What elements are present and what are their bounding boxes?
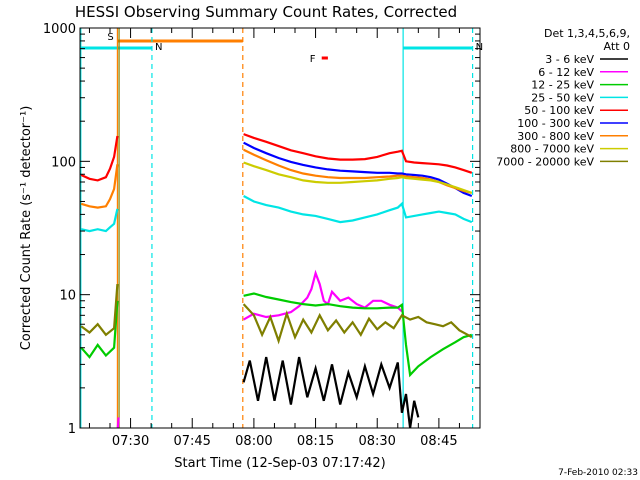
- legend-entry-label: 300 - 800 keV: [517, 130, 594, 143]
- axes: 1 10 100 1000 07:30 07:45 08:00 08:15 08:30 08:45: [43, 22, 481, 449]
- legend-entry-label: 7000 - 20000 keV: [496, 155, 594, 168]
- legend-entry-label: 25 - 50 keV: [531, 91, 594, 104]
- series-line: [116, 417, 120, 429]
- series-line: [242, 303, 473, 345]
- x-tick-label: 08:15: [297, 434, 334, 449]
- legend-entry-label: 100 - 300 keV: [517, 117, 594, 130]
- series-line: [243, 141, 473, 198]
- x-tick-label: 07:30: [112, 434, 149, 449]
- legend-entry-label: 12 - 25 keV: [531, 79, 594, 92]
- x-tick-label: 08:00: [235, 434, 272, 449]
- y-tick-label: 10: [59, 289, 76, 304]
- flag-label-n: N: [155, 42, 162, 53]
- series-line: [80, 208, 119, 233]
- series-line: [243, 292, 473, 378]
- flag-label-s: S: [107, 32, 113, 43]
- footer-timestamp: 7-Feb-2010 02:33: [558, 468, 638, 478]
- legend-header-line1: Det 1,3,4,5,6,9,: [544, 27, 630, 40]
- legend-header-line2: Att 0: [604, 40, 630, 53]
- series-line: [243, 269, 403, 321]
- y-tick-label: 1000: [43, 22, 76, 37]
- x-tick-label: 08:30: [358, 434, 395, 449]
- data-series: [80, 133, 473, 429]
- series-line: [80, 135, 119, 182]
- flag-bars: S N N F: [80, 32, 483, 65]
- series-line: [243, 195, 473, 224]
- y-axis-label: Corrected Count Rate (s⁻¹ detector⁻¹): [19, 106, 34, 351]
- plot-frame: [79, 27, 481, 429]
- y-tick-label: 100: [51, 155, 76, 170]
- chart-title: HESSI Observing Summary Count Rates, Cor…: [75, 3, 457, 21]
- legend-entry-label: 3 - 6 keV: [545, 53, 594, 66]
- y-tick-label: 1: [68, 422, 76, 437]
- legend-entry-label: 800 - 7000 keV: [510, 143, 594, 156]
- legend-entry-label: 50 - 100 keV: [524, 104, 594, 117]
- legend-entry-label: 6 - 12 keV: [538, 66, 594, 79]
- x-axis-label: Start Time (12-Sep-03 07:17:42): [174, 456, 385, 471]
- series-line: [242, 356, 420, 429]
- flag-label-n: N: [476, 42, 483, 53]
- series-line: [243, 133, 473, 174]
- series-line: [243, 161, 473, 194]
- x-tick-label: 07:45: [173, 434, 210, 449]
- vertical-markers: [80, 28, 474, 428]
- flag-label-f: F: [310, 54, 316, 65]
- series-line: [80, 164, 119, 209]
- x-tick-label: 08:45: [420, 434, 457, 449]
- series-line: [80, 300, 119, 359]
- series-line: [80, 284, 119, 337]
